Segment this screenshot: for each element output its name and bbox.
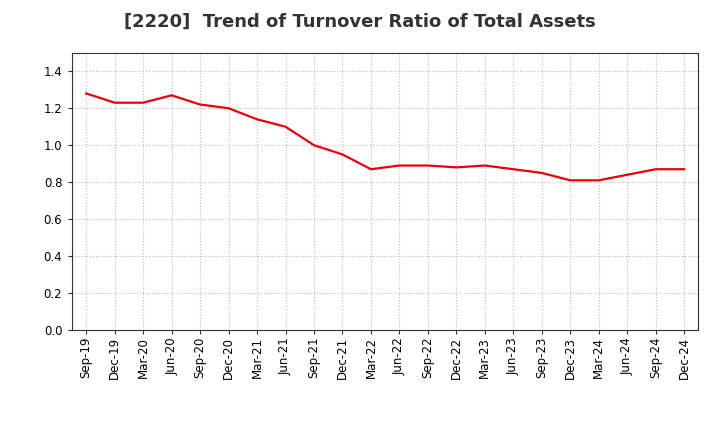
Text: [2220]  Trend of Turnover Ratio of Total Assets: [2220] Trend of Turnover Ratio of Total … [124, 13, 596, 31]
